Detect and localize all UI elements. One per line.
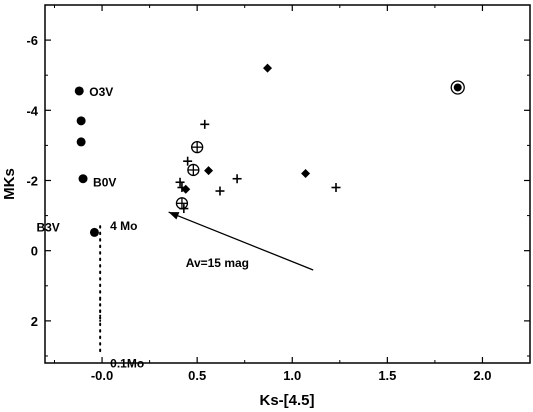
mass-track-dot xyxy=(99,298,102,301)
data-points-layer xyxy=(74,63,465,237)
plus-point xyxy=(200,119,210,129)
x-tick-label: -0.0 xyxy=(91,368,113,383)
mass-track-dot xyxy=(99,319,102,322)
x-axis-label: Ks-[4.5] xyxy=(259,392,314,409)
circled-dot-ring xyxy=(450,80,465,95)
reddening-vector-layer: Av=15 mag xyxy=(168,211,314,271)
circled-dot-point xyxy=(450,80,465,95)
plus-point xyxy=(331,183,341,193)
circled-plus-point xyxy=(175,197,189,210)
spectral-type-label: B0V xyxy=(93,176,116,190)
plot-area-border xyxy=(44,4,531,364)
plus-point xyxy=(183,156,193,166)
mass-label-4mo: 4 Mo xyxy=(110,219,137,233)
reddening-vector-line xyxy=(168,211,314,271)
y-tick-label: 0 xyxy=(31,244,38,259)
y-tick-label: 2 xyxy=(31,314,38,329)
spectral-type-label: B3V xyxy=(36,220,59,234)
circled-dot-core xyxy=(453,83,462,92)
main-sequence-point xyxy=(89,227,99,237)
mass-track-dot xyxy=(99,304,102,307)
mass-track-dot xyxy=(99,314,102,317)
plus-point xyxy=(175,177,185,187)
ticks-layer: -0.0 0.5 1.0 1.5 2.0 -6 -4 -2 0 2 xyxy=(26,4,531,383)
main-sequence-point xyxy=(78,174,88,184)
y-tick-label: -6 xyxy=(26,33,38,48)
plus-point xyxy=(232,174,242,184)
main-sequence-point xyxy=(76,137,86,147)
mass-track-layer: 4 Mo 0.1Mo xyxy=(99,219,144,370)
circled-plus-point xyxy=(191,140,204,154)
x-tick-label: 2.0 xyxy=(473,368,491,383)
mass-track-dot xyxy=(99,309,102,312)
plot-frame xyxy=(44,4,531,364)
reddening-vector-arrowhead xyxy=(168,212,180,220)
circled-plus-point xyxy=(187,163,200,177)
x-tick-label: 1.0 xyxy=(283,368,301,383)
point-labels-layer: O3V B0V B3V xyxy=(36,85,116,234)
diamond-point xyxy=(181,184,191,194)
diamond-point xyxy=(204,166,214,176)
mass-label-0-1mo: 0.1Mo xyxy=(110,356,144,370)
reddening-vector-label: Av=15 mag xyxy=(186,256,249,270)
y-tick-label: -4 xyxy=(26,103,38,118)
diamond-point xyxy=(301,168,311,178)
y-axis-label: MKs xyxy=(1,168,18,200)
x-tick-label: 1.5 xyxy=(378,368,396,383)
main-sequence-point xyxy=(76,116,86,126)
x-tick-label: 0.5 xyxy=(188,368,206,383)
y-tick-label: -2 xyxy=(26,173,38,188)
plus-point xyxy=(215,186,225,196)
diamond-point xyxy=(263,63,273,73)
spectral-type-label: O3V xyxy=(89,85,113,99)
main-sequence-point xyxy=(74,86,84,96)
